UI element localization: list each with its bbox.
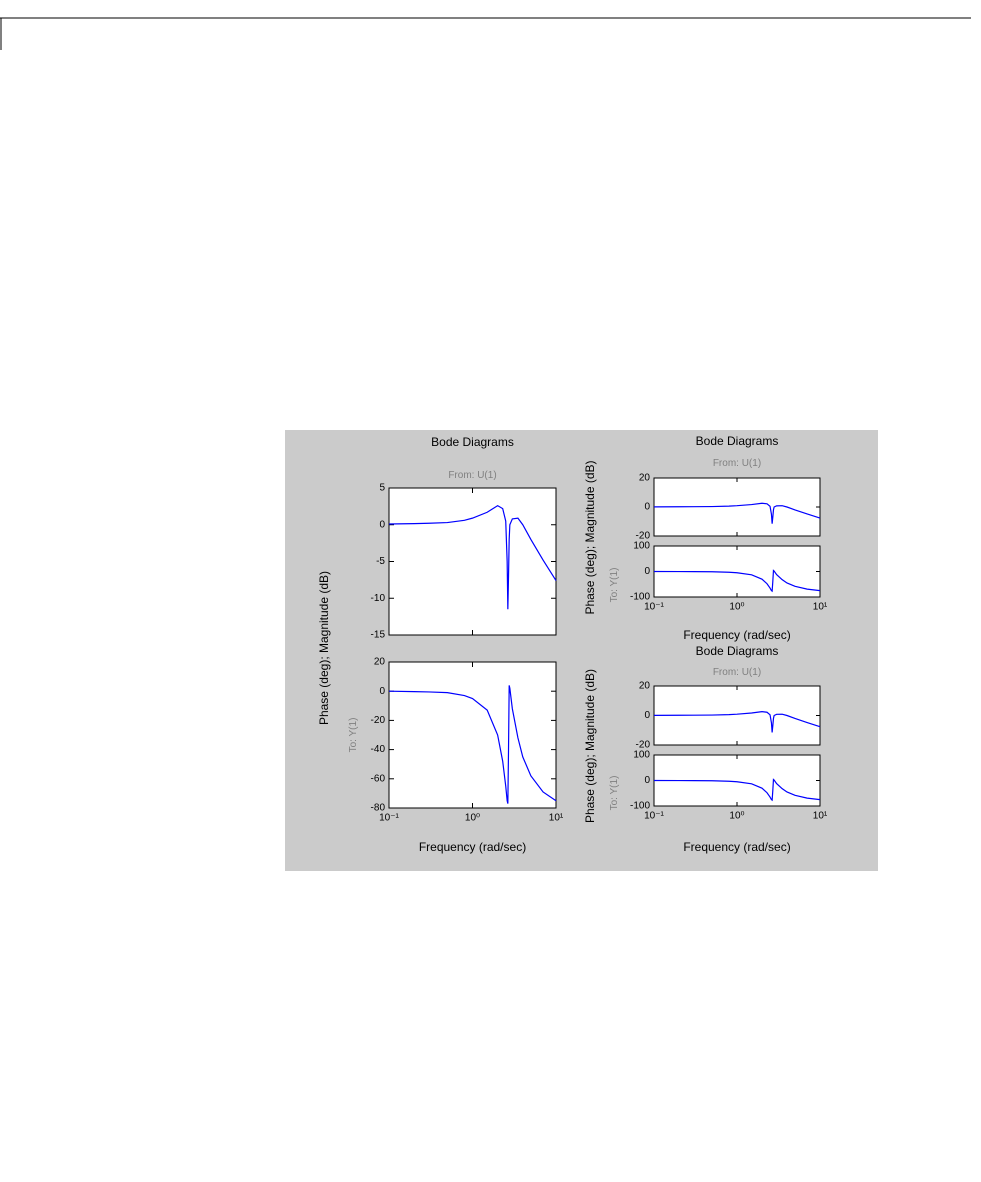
y-axis-label: Phase (deg); Magnitude (dB) xyxy=(583,460,597,614)
axes xyxy=(388,487,557,636)
x-tick-label: 10¹ xyxy=(813,602,828,613)
bode-line xyxy=(653,502,821,524)
x-axis-label: Frequency (rad/sec) xyxy=(419,840,526,854)
y-tick-label: 0 xyxy=(644,710,650,721)
to-label: To: Y(1) xyxy=(609,776,620,811)
y-tick-label: -20 xyxy=(636,740,651,751)
x-tick-label: 10¹ xyxy=(813,811,828,822)
y-tick-label: -60 xyxy=(371,773,386,784)
y-tick-label: 100 xyxy=(633,750,650,761)
to-label: To: Y(1) xyxy=(348,718,359,753)
y-tick-label: -5 xyxy=(376,556,385,567)
x-tick-label: 10⁻¹ xyxy=(379,813,399,824)
y-tick-label: -10 xyxy=(371,593,386,604)
y-tick-label: -15 xyxy=(371,630,386,641)
y-tick-label: 20 xyxy=(639,473,651,484)
chart-title: Bode Diagrams xyxy=(696,434,779,448)
y-tick-label: -20 xyxy=(371,715,386,726)
x-axis-label: Frequency (rad/sec) xyxy=(683,840,790,854)
chart-title: Bode Diagrams xyxy=(696,644,779,658)
y-tick-label: 5 xyxy=(379,483,385,494)
y-tick-label: 20 xyxy=(374,657,386,668)
x-axis-label: Frequency (rad/sec) xyxy=(683,628,790,642)
from-label: From: U(1) xyxy=(713,458,761,469)
y-tick-label: 0 xyxy=(644,502,650,513)
bode-line xyxy=(653,569,821,593)
y-tick-label: -100 xyxy=(630,592,650,603)
bode-line xyxy=(388,504,557,610)
y-tick-label: -40 xyxy=(371,744,386,755)
axes xyxy=(388,661,557,809)
y-tick-label: -100 xyxy=(630,801,650,812)
chart-title: Bode Diagrams xyxy=(431,435,514,449)
y-tick-label: -20 xyxy=(636,531,651,542)
from-label: From: U(1) xyxy=(713,667,761,678)
y-tick-label: -80 xyxy=(371,803,386,814)
y-tick-label: 0 xyxy=(644,775,650,786)
y-axis-label: Phase (deg); Magnitude (dB) xyxy=(317,571,331,725)
bode-line xyxy=(653,778,821,802)
x-tick-label: 10¹ xyxy=(549,813,564,824)
x-tick-label: 10⁰ xyxy=(729,602,744,613)
x-tick-label: 10⁰ xyxy=(729,811,744,822)
to-label: To: Y(1) xyxy=(609,568,620,603)
y-axis-label: Phase (deg); Magnitude (dB) xyxy=(583,669,597,823)
y-tick-label: 20 xyxy=(639,681,651,692)
y-tick-label: 100 xyxy=(633,541,650,552)
x-tick-label: 10⁻¹ xyxy=(644,602,664,613)
y-tick-label: 0 xyxy=(379,519,385,530)
x-tick-label: 10⁰ xyxy=(465,813,480,824)
y-tick-label: 0 xyxy=(644,566,650,577)
bode-line xyxy=(653,711,821,733)
y-tick-label: 0 xyxy=(379,686,385,697)
bode-line xyxy=(388,685,557,804)
x-tick-label: 10⁻¹ xyxy=(644,811,664,822)
from-label: From: U(1) xyxy=(448,470,496,481)
